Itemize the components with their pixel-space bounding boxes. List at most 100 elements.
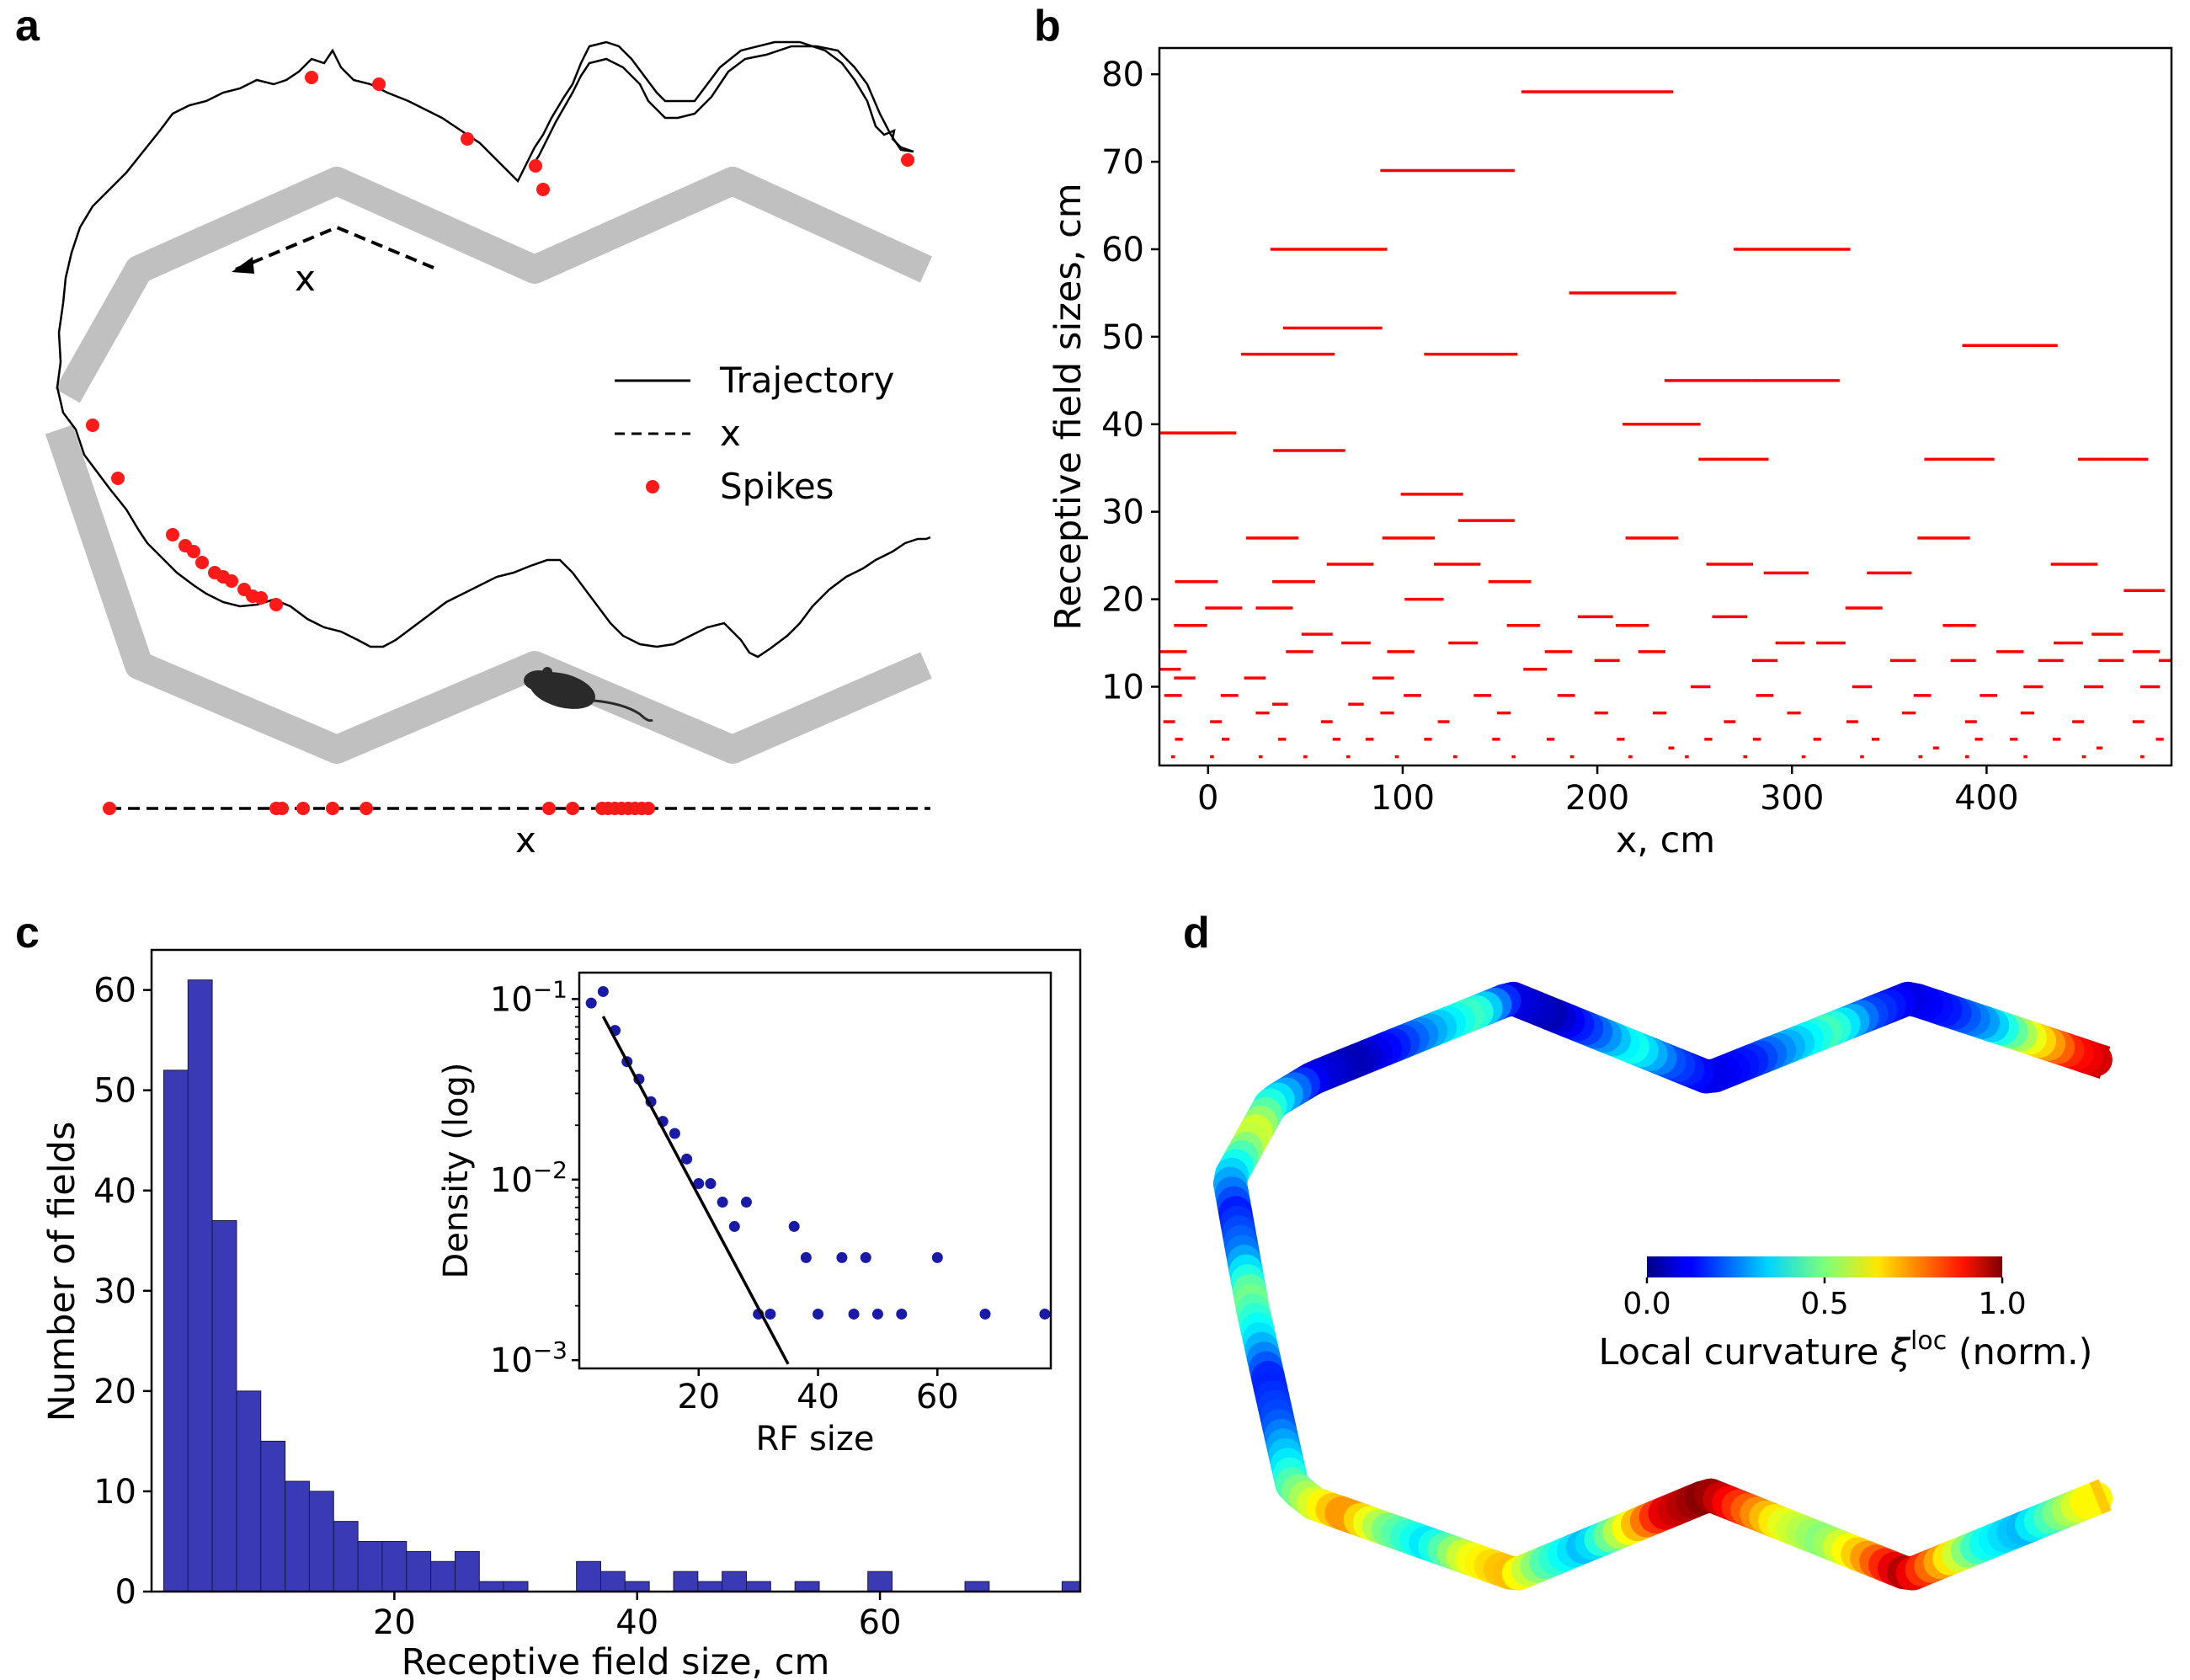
d-colorbar-tick-label-2: 1.0 (1978, 1287, 2026, 1321)
b-x-tick-label: 200 (1565, 779, 1629, 818)
legend-spikes-label: Spikes (720, 466, 834, 507)
spike-marker (225, 574, 238, 588)
histogram-bar (260, 1440, 286, 1592)
spike-marker (461, 132, 474, 146)
inset-point (813, 1308, 824, 1320)
c-inset: 20 40 60 10−1 10−2 10−3 RF size Density (log… (437, 971, 1052, 1459)
inset-point (740, 1197, 752, 1208)
spike-marker (360, 802, 373, 815)
histogram-bar (308, 1491, 334, 1592)
d-curvature-track (1213, 981, 2113, 1591)
b-x-tick-label: 100 (1371, 779, 1435, 818)
b-y-tick-label: 80 (1101, 56, 1144, 94)
spike-marker (195, 556, 209, 569)
c-inset-frame (578, 971, 1052, 1370)
c-y-axis-label: Number of fields (41, 1122, 83, 1422)
d-colorbar-label: Local curvature ξloc (norm.) (1599, 1326, 2093, 1373)
b-y-axis-label: Receptive field sizes, cm (1047, 183, 1090, 630)
histogram-bar (503, 1581, 529, 1592)
c-inset-y-ticks: 10−1 10−2 10−3 (490, 975, 579, 1380)
histogram-bar (285, 1480, 310, 1592)
histogram-bar (357, 1540, 383, 1592)
histogram-bar (454, 1550, 480, 1592)
c-y-tick-label: 40 (93, 1172, 136, 1211)
inset-point (788, 1220, 800, 1232)
inset-point (765, 1308, 776, 1320)
spike-marker (269, 598, 283, 611)
track-lower (45, 424, 932, 764)
spike-marker (536, 183, 550, 196)
panel-label-a: a (15, 2, 40, 51)
spike-marker (566, 802, 579, 815)
x-arrow-label: x (295, 258, 316, 299)
inset-point (836, 1251, 848, 1263)
x-arrow (235, 225, 434, 271)
panel-d: d 0.0 0.5 1.0 Local curvature ξloc (norm… (1183, 909, 2113, 1591)
inset-point (705, 1178, 717, 1190)
b-y-ticks: 10 20 30 40 50 60 70 80 (1101, 56, 1159, 707)
b-x-ticks: 0 100 200 300 400 (1197, 765, 2019, 818)
inset-point (585, 997, 597, 1009)
spike-marker (111, 472, 125, 485)
c-inset-bg (579, 973, 1051, 1368)
c-inset-x-label: RF size (755, 1420, 874, 1459)
b-x-tick-label: 300 (1760, 779, 1824, 818)
curvature-segment (2089, 1479, 2112, 1514)
c-inset-x-tick-label: 40 (797, 1378, 839, 1416)
inset-point (800, 1251, 812, 1263)
c-inset-points (585, 985, 1051, 1320)
c-axes-frame (150, 948, 1082, 1593)
c-y-tick-label: 50 (93, 1072, 136, 1111)
c-x-tick-label: 60 (859, 1603, 902, 1642)
histogram-bar (697, 1581, 723, 1592)
d-colorbar (1647, 1256, 2002, 1277)
histogram-bar (406, 1550, 432, 1592)
inset-point (931, 1251, 943, 1263)
b-x-axis-label: x, cm (1616, 819, 1715, 861)
spike-marker (901, 153, 914, 167)
c-y-ticks: 0 10 20 30 40 50 60 (93, 972, 152, 1612)
b-fields (1159, 90, 2171, 759)
curvature-segment (2070, 1481, 2113, 1519)
legend-trajectory-label: Trajectory (719, 360, 894, 401)
b-y-tick-label: 20 (1101, 581, 1144, 620)
panel-c: c 20 40 60 0 10 20 30 40 50 60 Receptive field s… (15, 909, 1082, 1680)
panel-a: a (15, 2, 933, 861)
spike-marker (166, 528, 179, 541)
c-inset-y-tick-label: 10−1 (490, 975, 567, 1019)
spike-marker (326, 802, 339, 815)
c-x-axis-label: Receptive field size, cm (402, 1641, 830, 1680)
c-inset-y-tick-label: 10−3 (490, 1336, 567, 1380)
histogram-bar (236, 1390, 262, 1592)
spike-marker (372, 77, 386, 91)
inset-point (1039, 1308, 1051, 1320)
spike-marker (529, 159, 542, 173)
spike-marker (254, 591, 268, 605)
c-y-tick-label: 10 (93, 1473, 136, 1512)
b-axes-frame (1158, 46, 2173, 767)
panel-b: b 0 100 200 300 400 10 20 30 40 50 60 70 80 x, cm R… (1034, 2, 2173, 861)
spikes (86, 71, 914, 611)
b-y-tick-label: 40 (1101, 406, 1144, 445)
inset-point (597, 985, 609, 997)
inset-point (681, 1153, 693, 1165)
histogram-bar (964, 1581, 990, 1592)
track-upper (55, 167, 933, 403)
c-inset-x-tick-label: 20 (677, 1378, 720, 1416)
c-inset-x-tick-label: 60 (916, 1378, 959, 1416)
inset-point (860, 1251, 871, 1263)
histogram-bar (867, 1571, 893, 1592)
b-x-tick-label: 0 (1197, 779, 1218, 818)
histogram-bar (745, 1581, 771, 1592)
trajectory-line-2 (529, 45, 914, 169)
histogram-bar (333, 1521, 359, 1592)
c-y-tick-label: 0 (115, 1573, 136, 1612)
legend: Trajectory x Spikes (615, 360, 894, 507)
inset-point (693, 1178, 705, 1190)
histogram-bar (624, 1581, 650, 1592)
c-y-tick-label: 20 (93, 1373, 136, 1411)
c-y-tick-label: 60 (93, 972, 136, 1011)
trajectory-line (56, 40, 931, 659)
spike-marker (275, 802, 289, 815)
